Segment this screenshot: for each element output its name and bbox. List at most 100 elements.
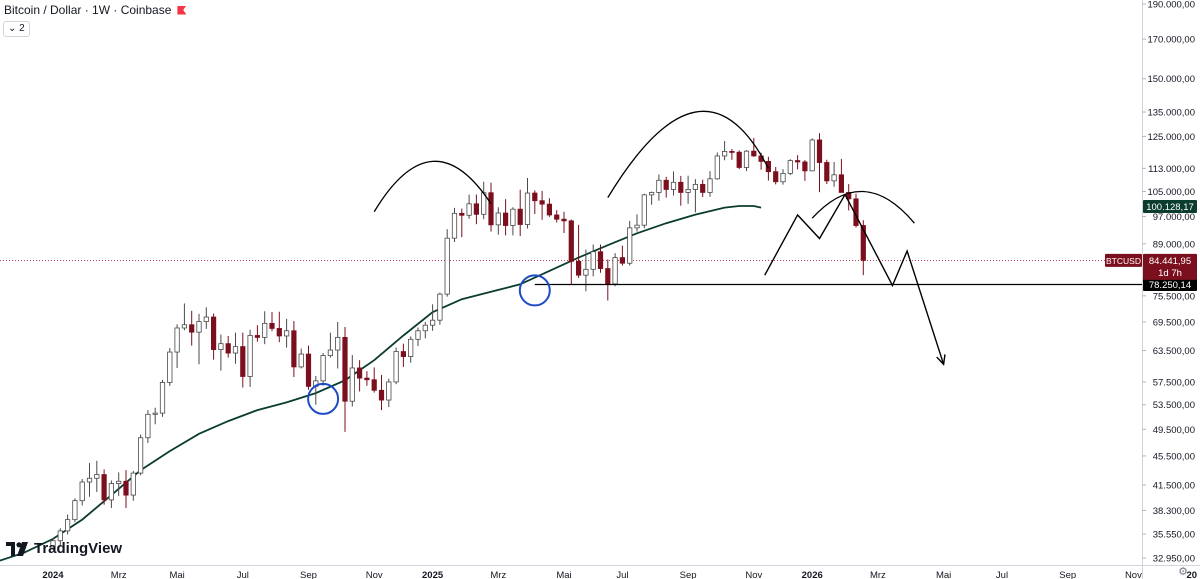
candle-bullish: [437, 293, 443, 321]
candle-bullish: [707, 178, 713, 193]
y-tick-label: 63.500,00: [1153, 346, 1195, 357]
y-tick-label: 125.000,00: [1147, 132, 1195, 143]
candle-bullish: [415, 330, 421, 340]
candle-bullish: [466, 203, 472, 216]
y-tick-label: 45.500,00: [1153, 451, 1195, 462]
candle-bearish: [342, 336, 348, 402]
candle-bullish: [627, 227, 633, 264]
tradingview-logo[interactable]: TradingView: [6, 540, 122, 557]
indicator-toggle[interactable]: ⌄ 2: [3, 21, 30, 37]
candle-bullish: [327, 349, 334, 356]
candle-bullish: [50, 540, 56, 549]
y-tick-label: 170.000,00: [1147, 35, 1195, 46]
candle-bearish: [473, 203, 480, 215]
candle-bullish: [809, 139, 815, 172]
candle-bullish: [218, 343, 224, 350]
support-price-label-bg: [1143, 278, 1197, 292]
candle-bullish: [262, 322, 268, 338]
candle-bullish: [174, 327, 180, 353]
logo-text: TradingView: [34, 540, 123, 557]
candle-bullish: [429, 319, 436, 326]
candle-bearish: [269, 322, 275, 329]
projection-path: [764, 193, 945, 365]
x-tick-label: 2025: [422, 570, 444, 579]
symbol-title[interactable]: Bitcoin / Dollar · 1W · Coinbase: [4, 3, 172, 17]
x-tick-label: Jul: [616, 570, 628, 579]
candle-bearish: [291, 330, 297, 368]
candle-bearish: [101, 474, 107, 501]
candle-bearish: [539, 200, 545, 205]
candle-bearish: [517, 208, 523, 225]
x-tick-label: Mai: [169, 570, 184, 579]
candle-bullish: [495, 212, 501, 226]
candle-bullish: [641, 194, 647, 226]
candle-bearish: [356, 367, 363, 379]
x-tick-label: Jul: [996, 570, 1008, 579]
candle-bullish: [444, 237, 450, 295]
candle-bullish: [181, 324, 187, 329]
projection-arrowhead: [936, 354, 946, 366]
candle-bearish: [678, 181, 684, 193]
candle-bearish: [364, 377, 370, 381]
x-tick-label: 20: [1187, 570, 1198, 579]
flag-icon[interactable]: [177, 5, 187, 15]
candle-bearish: [619, 257, 626, 264]
candle-bullish: [656, 179, 662, 193]
candle-bullish: [335, 336, 341, 351]
candle-bullish: [685, 189, 691, 193]
candle-bullish: [86, 477, 93, 483]
candle-bullish: [583, 268, 589, 276]
settings-gear-icon[interactable]: ⚙: [1178, 566, 1188, 578]
current-price-label-text: 1d 7h: [1158, 268, 1182, 279]
x-tick-label: Mai: [556, 570, 571, 579]
symbol-tag-bg: [1105, 253, 1142, 267]
candle-bullish: [393, 351, 399, 383]
candle-bullish: [167, 351, 173, 383]
candle-bearish: [824, 162, 830, 182]
y-tick-label: 150.000,00: [1147, 74, 1195, 85]
y-tick-label: 53.500,00: [1153, 400, 1195, 411]
y-tick-label: 113.000,00: [1148, 164, 1195, 175]
candle-bearish: [773, 171, 779, 183]
candle-bullish: [159, 382, 166, 414]
candle-bullish: [247, 335, 253, 377]
candle-bullish: [79, 481, 85, 502]
candle-bullish: [116, 480, 122, 484]
candle-bullish: [57, 530, 63, 542]
candle-bearish: [700, 183, 706, 193]
x-tick-label: Jul: [237, 570, 249, 579]
moving-average-line: [0, 205, 762, 562]
candle-bullish: [692, 183, 699, 190]
candle-bullish: [283, 330, 290, 337]
candle-bullish: [408, 338, 414, 357]
candle-bullish: [203, 316, 209, 322]
candle-bearish: [502, 212, 509, 226]
chart-header: Bitcoin / Dollar · 1W · Coinbase: [4, 3, 187, 17]
candle-bearish: [597, 251, 604, 269]
candle-bullish: [152, 412, 158, 415]
candle-bearish: [532, 192, 538, 202]
candle-bullish: [524, 192, 531, 225]
candle-bullish: [72, 500, 78, 521]
candle-bearish: [554, 214, 560, 220]
pattern-arc: [811, 190, 915, 224]
candle-bearish: [210, 316, 217, 350]
candle-bearish: [189, 324, 195, 333]
candle-bullish: [108, 483, 114, 501]
ma-price-label-text: 100.128,17: [1146, 202, 1194, 213]
y-tick-label: 38.300,00: [1153, 506, 1195, 517]
candle-bearish: [568, 220, 574, 262]
candle-bullish: [634, 224, 640, 229]
candle-bearish: [816, 139, 823, 163]
x-tick-label: 2024: [42, 570, 64, 579]
candle-bullish: [386, 381, 392, 401]
candle-bullish: [670, 181, 677, 190]
candle-bullish: [510, 208, 516, 226]
candle-bullish: [743, 150, 750, 168]
y-tick-label: 105.000,00: [1147, 187, 1195, 198]
x-tick-label: Nov: [1125, 570, 1142, 579]
y-tick-label: 69.500,00: [1153, 318, 1195, 329]
candle-bearish: [605, 268, 611, 285]
y-tick-label: 97.000,00: [1153, 212, 1195, 223]
